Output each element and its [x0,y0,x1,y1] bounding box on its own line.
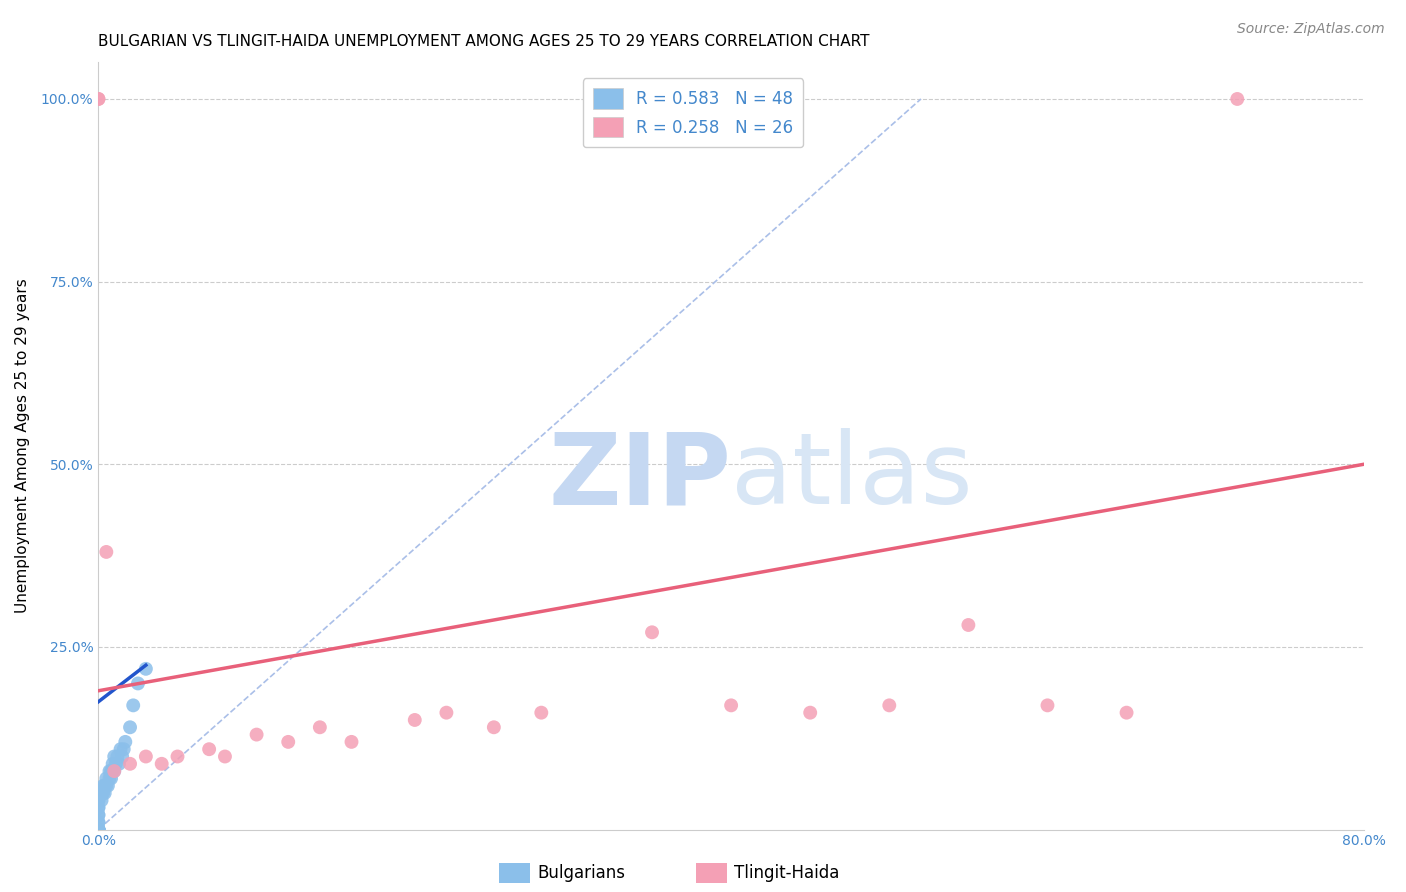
Text: ZIP: ZIP [548,428,731,525]
Point [112,742,135,756]
Point [404,713,426,727]
Point [87,822,110,837]
Point [120,756,141,771]
Point [103,764,125,778]
Point [246,728,269,742]
Point [436,706,458,720]
Point [101,764,124,778]
Point [87,822,110,837]
Point [114,735,136,749]
Point [91,786,114,800]
Point [87,815,110,830]
Point [107,749,129,764]
Point [87,822,110,837]
Point [93,786,117,800]
Point [87,822,110,837]
Point [1115,706,1137,720]
Point [87,793,110,807]
Point [87,808,110,822]
Point [103,764,125,778]
Point [277,735,299,749]
Point [111,749,134,764]
Point [90,786,112,800]
Point [91,779,114,793]
Y-axis label: Unemployment Among Ages 25 to 29 years: Unemployment Among Ages 25 to 29 years [15,278,30,614]
Point [87,822,110,837]
Point [166,749,188,764]
Text: atlas: atlas [731,428,973,525]
Point [127,676,149,690]
Point [108,756,131,771]
Point [87,822,110,837]
Point [98,764,121,778]
Point [96,545,118,559]
Point [720,698,742,713]
Point [957,618,980,632]
Text: Bulgarians: Bulgarians [537,864,626,882]
Point [98,772,121,786]
Point [877,698,900,713]
Point [150,756,173,771]
Point [87,786,110,800]
Point [135,749,157,764]
Point [214,749,236,764]
Point [87,822,110,837]
Point [87,793,110,807]
Point [87,92,110,106]
Point [340,735,363,749]
Point [87,822,110,837]
Point [309,720,332,734]
Point [87,800,110,814]
Point [482,720,505,734]
Point [87,786,110,800]
Point [135,662,157,676]
Text: Source: ZipAtlas.com: Source: ZipAtlas.com [1237,22,1385,37]
Point [530,706,553,720]
Point [198,742,221,756]
Text: Tlingit-Haida: Tlingit-Haida [734,864,839,882]
Point [87,822,110,837]
Point [97,779,120,793]
Point [90,793,112,807]
Point [104,756,127,771]
Point [87,800,110,814]
Point [93,779,117,793]
Text: BULGARIAN VS TLINGIT-HAIDA UNEMPLOYMENT AMONG AGES 25 TO 29 YEARS CORRELATION CH: BULGARIAN VS TLINGIT-HAIDA UNEMPLOYMENT … [98,34,870,49]
Point [87,815,110,830]
Point [1036,698,1059,713]
Legend: R = 0.583   N = 48, R = 0.258   N = 26: R = 0.583 N = 48, R = 0.258 N = 26 [583,78,803,147]
Point [87,92,110,106]
Point [122,698,145,713]
Point [101,756,124,771]
Point [87,808,110,822]
Point [641,625,664,640]
Point [110,742,132,756]
Point [96,779,118,793]
Point [100,764,122,778]
Point [96,772,118,786]
Point [120,720,141,734]
Point [103,749,125,764]
Point [100,772,122,786]
Point [87,822,110,837]
Point [799,706,821,720]
Point [1226,92,1249,106]
